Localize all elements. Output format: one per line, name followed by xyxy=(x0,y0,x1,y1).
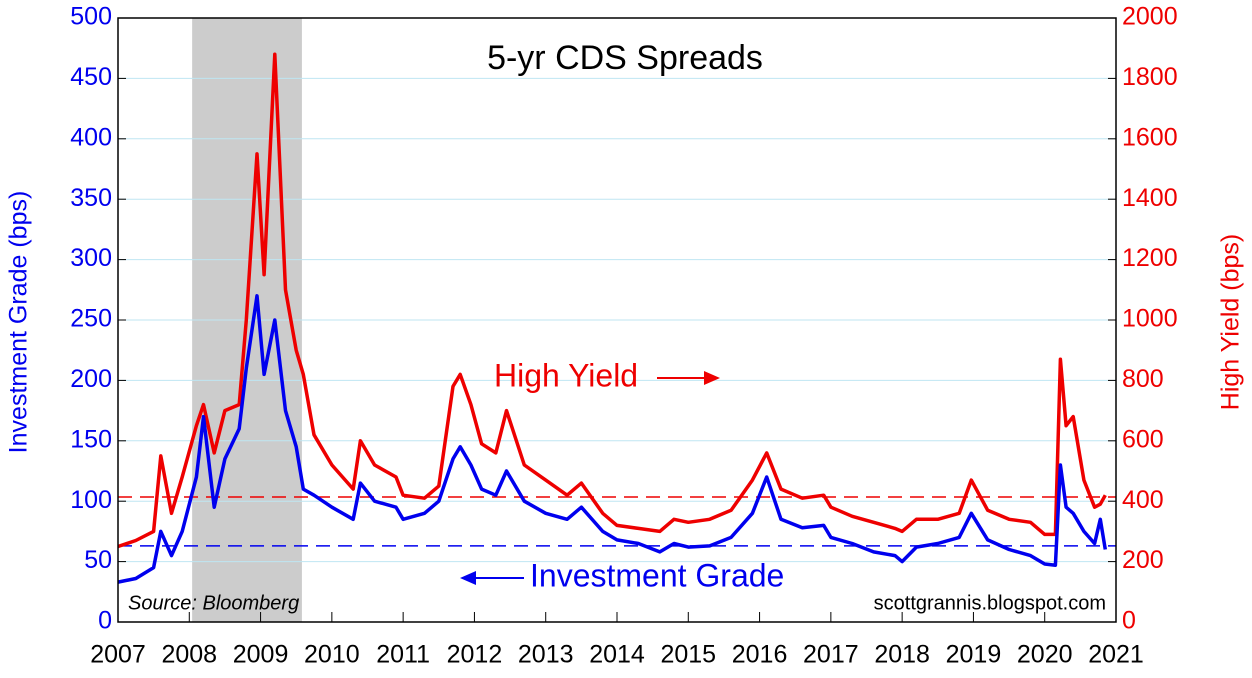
y2-tick-label: 0 xyxy=(1122,607,1136,635)
y2-tick-label: 2000 xyxy=(1122,3,1178,31)
x-tick-label: 2014 xyxy=(589,641,645,669)
y-axis-label: Investment Grade (bps) xyxy=(5,191,33,454)
y2-tick-label: 1200 xyxy=(1122,244,1178,272)
x-tick-label: 2011 xyxy=(376,641,430,669)
x-tick-label: 2009 xyxy=(233,641,289,669)
x-tick-label: 2015 xyxy=(660,641,716,669)
y-tick-label: 300 xyxy=(70,244,112,272)
y2-tick-label: 1800 xyxy=(1122,63,1178,91)
annotation-arrows xyxy=(460,371,720,585)
x-tick-label: 2018 xyxy=(874,641,930,669)
x-tick-label: 2012 xyxy=(447,641,503,669)
y2-tick-label: 600 xyxy=(1122,425,1164,453)
chart-title: 5-yr CDS Spreads xyxy=(487,39,763,77)
y2-axis-label: High Yield (bps) xyxy=(1217,234,1245,410)
annotation: scottgrannis.blogspot.com xyxy=(874,592,1106,614)
y-tick-label: 0 xyxy=(98,607,112,635)
annotation: Source: Bloomberg xyxy=(128,592,299,614)
series-line xyxy=(117,52,1107,549)
annotation: High Yield xyxy=(494,357,638,393)
x-tick-label: 2017 xyxy=(803,641,859,669)
y-tick-label: 200 xyxy=(70,365,112,393)
x-tick-label: 2020 xyxy=(1017,641,1073,669)
y-tick-label: 400 xyxy=(70,123,112,151)
y-tick-label: 450 xyxy=(70,63,112,91)
x-tick-label: 2021 xyxy=(1088,641,1144,669)
x-tick-label: 2007 xyxy=(90,641,146,669)
arrow-head xyxy=(460,571,476,585)
series-line xyxy=(117,294,1108,584)
y-tick-label: 250 xyxy=(70,305,112,333)
y2-tick-label: 400 xyxy=(1122,486,1164,514)
y-tick-label: 150 xyxy=(70,425,112,453)
x-tick-label: 2008 xyxy=(161,641,217,669)
y-tick-label: 500 xyxy=(70,3,112,31)
y-tick-label: 100 xyxy=(70,486,112,514)
y-tick-label: 50 xyxy=(84,546,112,574)
y2-tick-label: 1600 xyxy=(1122,123,1178,151)
x-tick-label: 2010 xyxy=(304,641,360,669)
annotation: Investment Grade xyxy=(530,557,784,593)
arrow-head xyxy=(704,371,720,385)
plot-frame xyxy=(117,17,1117,623)
x-tick-label: 2013 xyxy=(518,641,574,669)
y-tick-label: 350 xyxy=(70,184,112,212)
y2-tick-label: 800 xyxy=(1122,365,1164,393)
x-tick-label: 2016 xyxy=(732,641,788,669)
x-tick-label: 2019 xyxy=(946,641,1002,669)
y2-tick-label: 200 xyxy=(1122,546,1164,574)
y2-tick-label: 1400 xyxy=(1122,184,1178,212)
y2-tick-label: 1000 xyxy=(1122,305,1178,333)
